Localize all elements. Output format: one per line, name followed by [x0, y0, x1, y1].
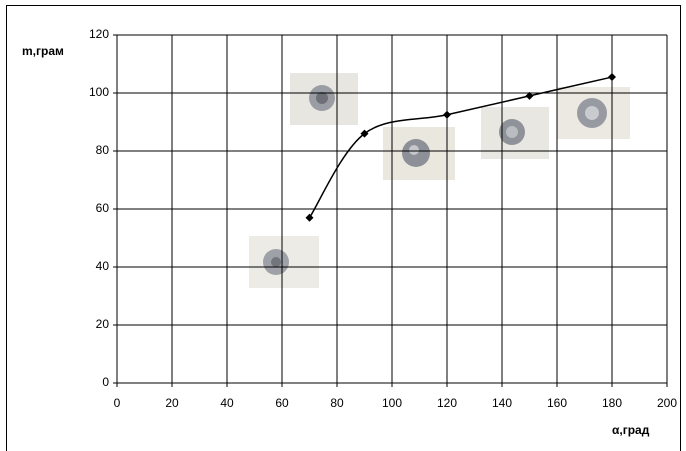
- photo: [290, 73, 358, 125]
- x-tick-label: 60: [275, 396, 289, 410]
- y-tick-label: 20: [96, 317, 110, 331]
- x-tick-label: 100: [382, 396, 402, 410]
- photo: [557, 87, 630, 139]
- photos: [249, 73, 630, 288]
- x-tick-label: 80: [330, 396, 344, 410]
- photo: [249, 236, 319, 288]
- x-tick-label: 20: [165, 396, 179, 410]
- data-point: [443, 111, 451, 119]
- chart: m,грам α,град 0 20 40 60 80 100 120 0 20 40 60 80 10…: [0, 0, 686, 451]
- x-tick-label: 120: [437, 396, 457, 410]
- x-tick-label: 180: [602, 396, 622, 410]
- x-tick-label: 40: [220, 396, 234, 410]
- x-tick-label: 200: [657, 396, 677, 410]
- y-tick-label: 120: [89, 27, 109, 41]
- photo: [383, 127, 455, 180]
- y-axis-label: m,грам: [22, 44, 64, 58]
- x-tick-label: 160: [547, 396, 567, 410]
- x-tick-label: 0: [114, 396, 121, 410]
- x-axis-label: α,град: [612, 423, 650, 437]
- y-tick-label: 80: [96, 143, 110, 157]
- y-tick-label: 100: [89, 85, 109, 99]
- data-point: [608, 73, 616, 81]
- y-tick-label: 40: [96, 259, 110, 273]
- x-tick-label: 140: [492, 396, 512, 410]
- y-tick-label: 60: [96, 201, 110, 215]
- data-point: [306, 214, 314, 222]
- y-tick-label: 0: [102, 375, 109, 389]
